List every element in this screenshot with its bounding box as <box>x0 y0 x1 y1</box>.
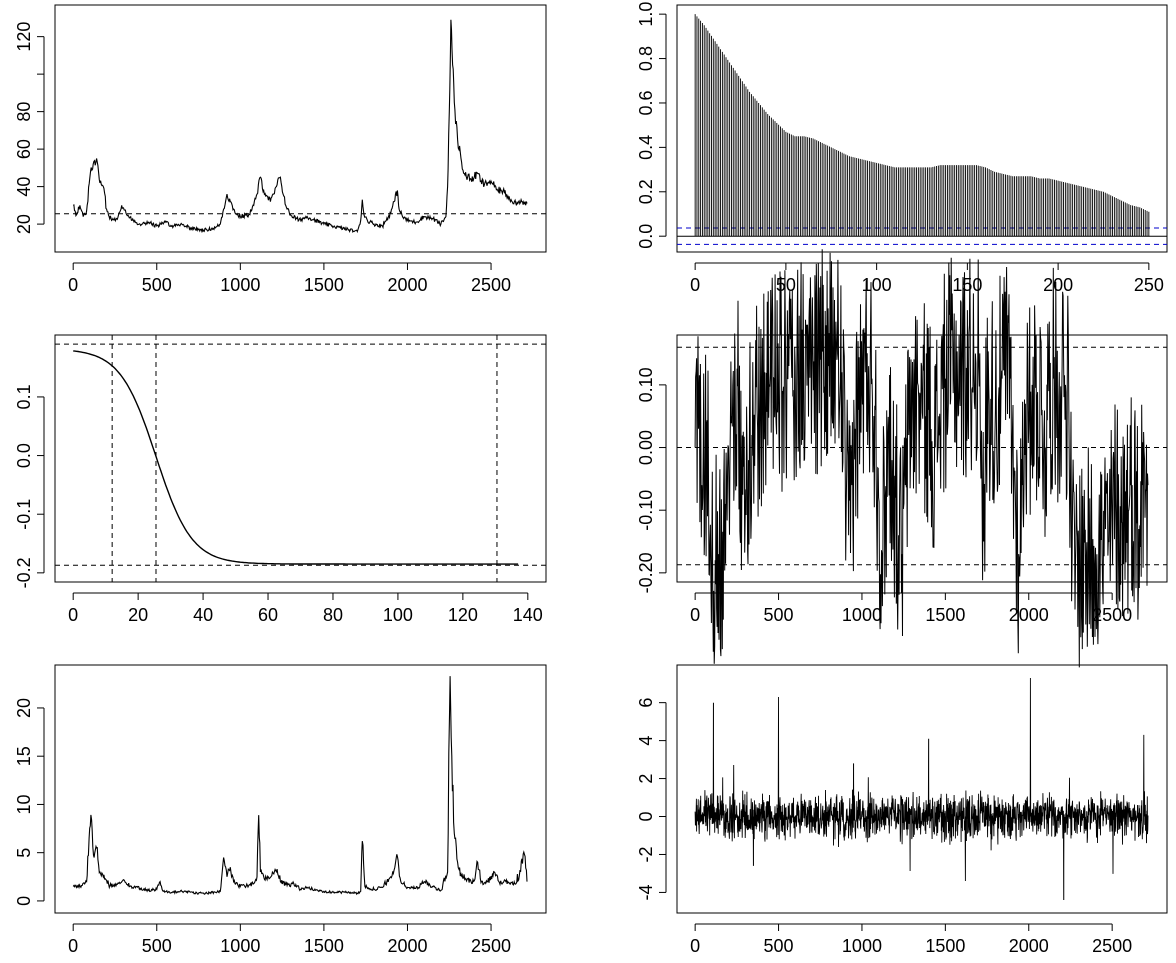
y-tick-label: 2 <box>636 774 656 784</box>
x-tick-label: 500 <box>764 605 794 625</box>
x-tick-label: 0 <box>68 275 78 295</box>
x-tick-label: 500 <box>142 275 172 295</box>
y-tick-label: 20 <box>14 698 34 718</box>
plot-residuals: 0 500 1000 1500 2000 2500 -4 -2 0 2 4 6 <box>636 664 1168 956</box>
series-line <box>72 19 528 234</box>
series-line <box>72 676 528 896</box>
x-tick-label: 1000 <box>220 275 260 295</box>
x-tick-label: 2000 <box>1009 936 1049 956</box>
plot-coefficient-path: 0 500 1000 1500 2000 2500-0.20-0.100.000.10 <box>636 249 1168 668</box>
y-tick-label: 20 <box>14 214 34 234</box>
x-tick-label: 2000 <box>387 936 427 956</box>
y-tick-label: -0.20 <box>636 552 656 593</box>
x-tick-label: 2000 <box>1009 605 1049 625</box>
y-tick-label: 60 <box>14 139 34 159</box>
x-tick-label: 0 <box>690 936 700 956</box>
plot-frame <box>54 4 547 253</box>
plot-frame <box>676 664 1168 914</box>
x-tick-label: 0 <box>690 275 700 295</box>
y-tick-label: 0.1 <box>14 384 34 409</box>
x-tick-label: 1500 <box>925 605 965 625</box>
y-tick-label: 0 <box>14 896 34 906</box>
plot-frame <box>54 334 547 583</box>
x-tick-label: 1000 <box>842 605 882 625</box>
plot-frame <box>54 664 547 914</box>
y-tick-label: 4 <box>636 736 656 746</box>
y-tick-label: -0.2 <box>14 557 34 588</box>
x-tick-label: 20 <box>128 605 148 625</box>
y-tick-label: 120 <box>14 22 34 52</box>
y-tick-label: 0.0 <box>636 224 656 249</box>
plot-frame <box>676 4 1168 253</box>
x-tick-label: 1500 <box>304 936 344 956</box>
y-tick-label: 0.00 <box>636 430 656 465</box>
x-tick-label: 0 <box>68 936 78 956</box>
x-tick-label: 250 <box>1134 275 1164 295</box>
x-tick-label: 140 <box>513 605 543 625</box>
x-tick-label: 40 <box>193 605 213 625</box>
x-tick-label: 100 <box>862 275 892 295</box>
y-tick-label: -0.10 <box>636 490 656 531</box>
series-line <box>694 677 1149 901</box>
x-tick-label: 80 <box>323 605 343 625</box>
x-tick-label: 50 <box>776 275 796 295</box>
y-tick-label: 0.2 <box>636 179 656 204</box>
y-tick-label: 0.6 <box>636 90 656 115</box>
x-tick-label: 100 <box>383 605 413 625</box>
y-tick-label: 10 <box>14 794 34 814</box>
plot-volatility: 0 500 1000 1500 2000 2500 0 5 10 15 20 <box>14 664 547 956</box>
y-tick-label: -0.1 <box>14 499 34 530</box>
y-tick-label: 80 <box>14 102 34 122</box>
plot-transition-function: 0 20 40 60 80 100 120 140 -0.2 -0.1 0.0 0.1 <box>14 334 547 625</box>
x-tick-label: 2000 <box>387 275 427 295</box>
x-tick-label: 200 <box>1043 275 1073 295</box>
y-tick-label: 6 <box>636 698 656 708</box>
y-tick-label: 1.0 <box>636 2 656 27</box>
plot-level-series: 0 500 1000 1500 2000 2500 20 40 60 80 120 <box>14 4 547 295</box>
x-tick-label: 2500 <box>471 275 511 295</box>
x-tick-label: 60 <box>258 605 278 625</box>
x-tick-label: 1000 <box>842 936 882 956</box>
x-tick-label: 150 <box>952 275 982 295</box>
x-tick-label: 120 <box>448 605 478 625</box>
y-tick-label: 0.0 <box>14 443 34 468</box>
y-tick-label: 0 <box>636 812 656 822</box>
series-line <box>694 249 1149 668</box>
x-tick-label: 1500 <box>304 275 344 295</box>
y-tick-label: -4 <box>636 884 656 900</box>
y-tick-label: 0.8 <box>636 46 656 71</box>
x-tick-label: 0 <box>68 605 78 625</box>
y-tick-label: 0.10 <box>636 367 656 402</box>
plot-acf: 0 50 100 150 200 250 0.0 0.2 0.4 0.6 0.8 1.0 <box>636 2 1168 295</box>
y-tick-label: 15 <box>14 746 34 766</box>
y-tick-label: 0.4 <box>636 135 656 160</box>
y-tick-label: 5 <box>14 848 34 858</box>
x-tick-label: 500 <box>764 936 794 956</box>
x-tick-label: 1500 <box>925 936 965 956</box>
y-tick-label: -2 <box>636 846 656 862</box>
transition-curve <box>73 350 519 565</box>
x-tick-label: 2500 <box>1092 936 1132 956</box>
x-tick-label: 2500 <box>471 936 511 956</box>
plot-frame <box>676 334 1168 583</box>
x-tick-label: 500 <box>142 936 172 956</box>
x-tick-label: 1000 <box>220 936 260 956</box>
y-tick-label: 40 <box>14 177 34 197</box>
x-tick-label: 0 <box>690 605 700 625</box>
